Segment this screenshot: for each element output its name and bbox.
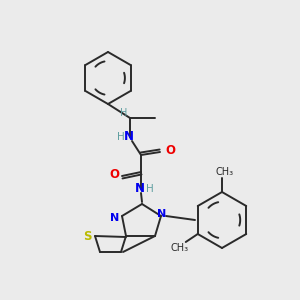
Text: H: H xyxy=(146,184,154,194)
Text: CH₃: CH₃ xyxy=(171,243,189,253)
Text: CH₃: CH₃ xyxy=(216,167,234,177)
Text: O: O xyxy=(165,145,175,158)
Text: O: O xyxy=(109,169,119,182)
Text: N: N xyxy=(124,130,134,143)
Text: N: N xyxy=(135,182,145,196)
Text: S: S xyxy=(83,230,91,242)
Text: N: N xyxy=(110,213,120,223)
Text: N: N xyxy=(158,209,166,219)
Text: H: H xyxy=(117,132,125,142)
Text: H: H xyxy=(120,108,128,118)
